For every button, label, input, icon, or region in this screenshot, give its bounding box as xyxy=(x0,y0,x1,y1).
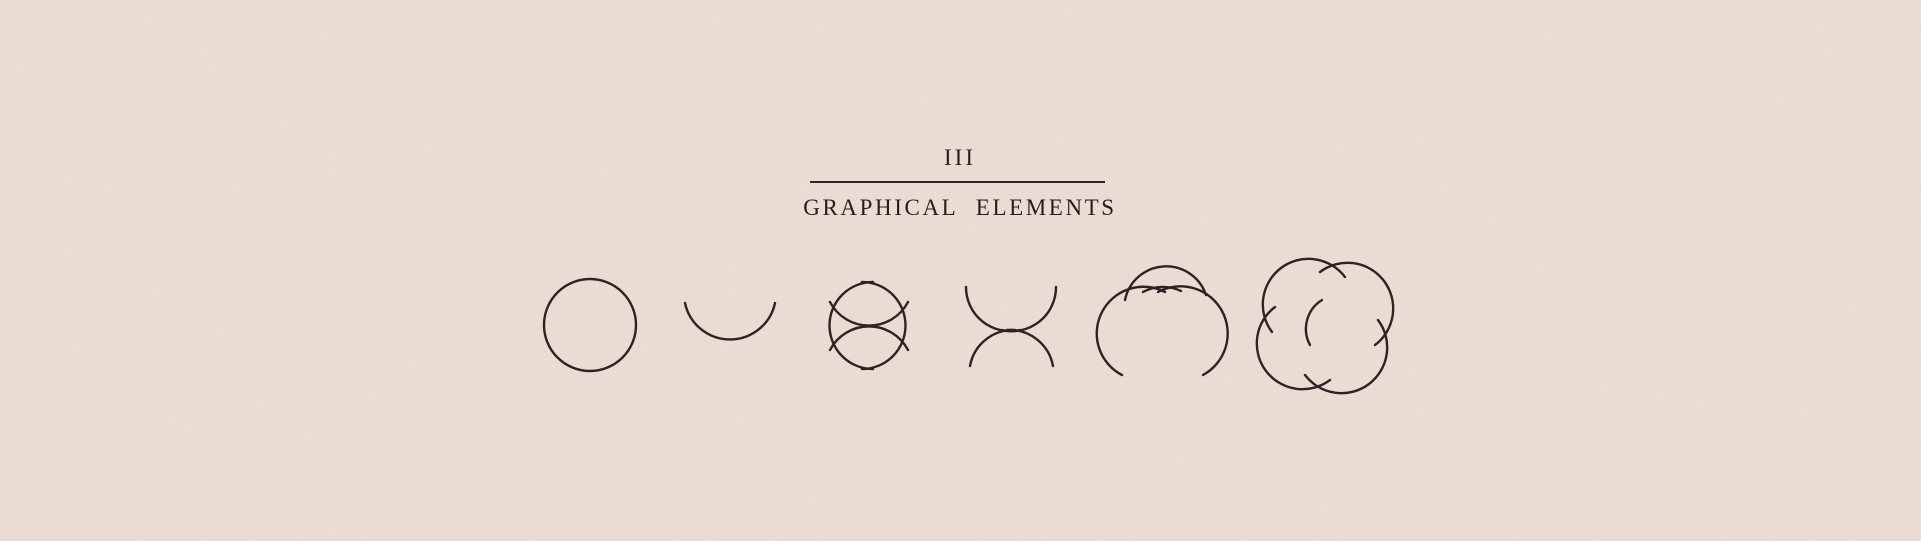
crossed-crescents-icon xyxy=(828,280,910,371)
section-numeral: III xyxy=(944,145,976,170)
title-rule xyxy=(810,181,1105,183)
twin-crescent-arcs-icon xyxy=(964,285,1058,368)
four-arc-rotation-icon xyxy=(1255,257,1395,395)
interlocked-arcs-icon xyxy=(1095,265,1229,377)
full-circle-icon xyxy=(542,277,638,373)
lower-arc-icon xyxy=(683,301,777,341)
section-title: GRAPHICAL ELEMENTS xyxy=(803,195,1117,220)
